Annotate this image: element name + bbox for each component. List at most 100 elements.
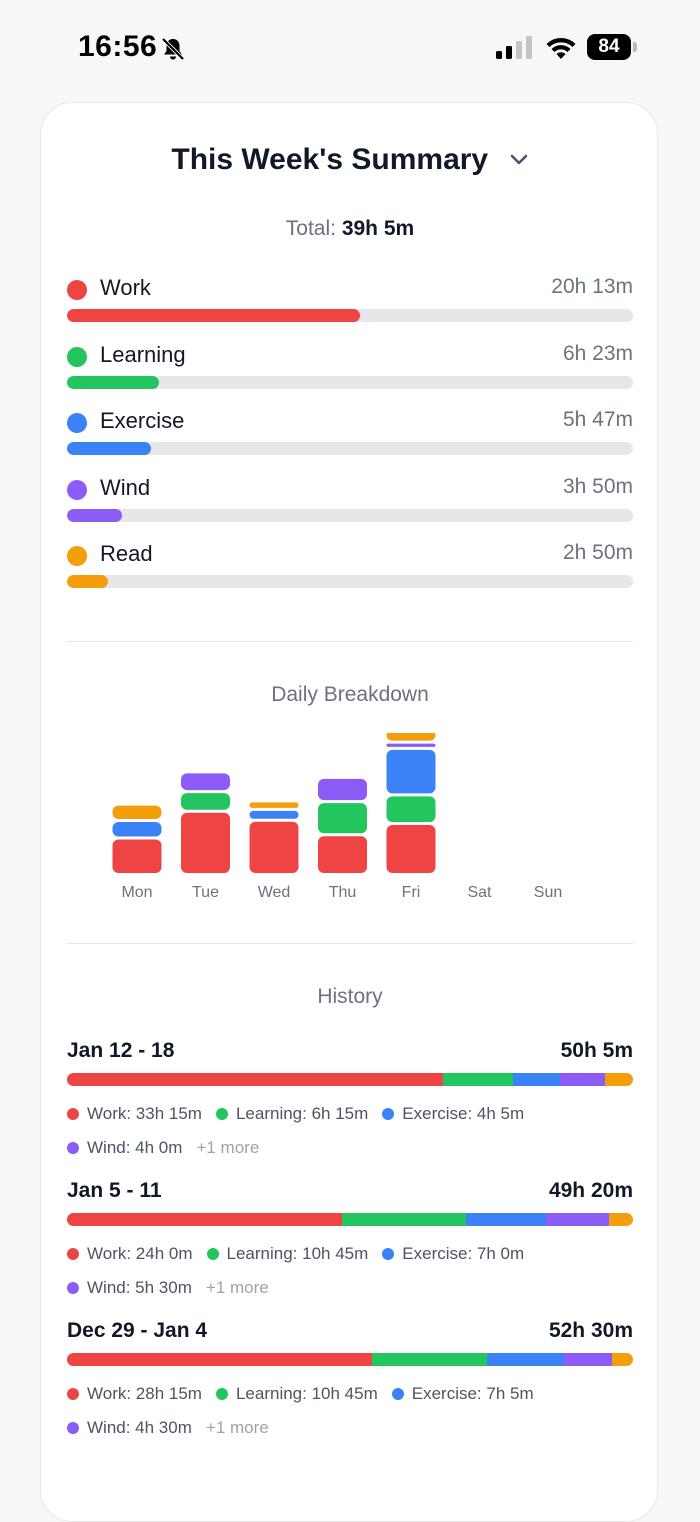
bar-segment-work-tue	[181, 812, 230, 873]
category-progress-track	[67, 508, 633, 522]
legend-item: Learning: 10h 45m	[215, 1377, 378, 1411]
bar-segment-wind-fri	[386, 743, 436, 747]
bar-segment-work-mon	[112, 839, 162, 873]
category-row[interactable]: Read 2h 50m	[67, 537, 633, 593]
week-distribution-bar	[67, 1213, 633, 1226]
legend-item: Work: 28h 15m	[67, 1377, 202, 1411]
category-progress-fill	[67, 442, 151, 455]
legend-item: Exercise: 7h 5m	[391, 1377, 534, 1411]
total-time: Total: 39h 5m	[41, 217, 657, 241]
category-color-dot	[67, 346, 87, 367]
week-distribution-bar	[67, 1353, 633, 1366]
wifi-icon	[546, 37, 576, 59]
legend-dot	[67, 1248, 79, 1260]
category-progress-fill	[67, 575, 108, 588]
bar-segment-learning-thu	[318, 803, 367, 834]
legend-item: Work: 33h 15m	[67, 1097, 202, 1131]
segment-read	[604, 1073, 633, 1086]
week-total: 50h 5m	[560, 1039, 633, 1062]
segment-wind	[563, 1353, 613, 1366]
week-legend: Work: 33h 15m Learning: 6h 15m Exercise: 4…	[67, 1097, 633, 1165]
week-range: Dec 29 - Jan 4	[67, 1319, 208, 1342]
daily-breakdown-title: Daily Breakdown	[271, 683, 429, 706]
bar-segment-learning-tue	[181, 793, 230, 810]
bar-segment-exercise-fri	[386, 749, 436, 794]
legend-text: Wind: 4h 0m	[87, 1138, 183, 1157]
category-row[interactable]: Wind 3h 50m	[67, 471, 633, 527]
category-duration: 20h 13m	[551, 275, 633, 298]
chevron-down-icon[interactable]	[509, 153, 529, 167]
legend-item: Exercise: 7h 0m	[382, 1237, 524, 1271]
category-name: Read	[100, 541, 153, 566]
bar-segment-read-mon	[112, 805, 162, 820]
x-tick-label: Wed	[258, 884, 291, 901]
summary-card: This Week's Summary Total: 39h 5m Work 20…	[40, 102, 658, 1522]
category-row[interactable]: Work 20h 13m	[67, 271, 633, 327]
history-week[interactable]: Dec 29 - Jan 4 52h 30m Work: 28h 15m Learni…	[67, 1319, 633, 1459]
total-label: Total:	[285, 217, 336, 240]
category-color-dot	[67, 280, 87, 300]
bar-segment-read-fri	[386, 733, 436, 741]
category-row[interactable]: Learning 6h 23m	[67, 338, 633, 394]
legend-dot	[67, 1282, 79, 1294]
more-link[interactable]: +1 more	[196, 1138, 260, 1157]
week-legend: Work: 24h 0m Learning: 10h 45m Exercise: 7…	[67, 1237, 633, 1305]
bar-segment-exercise-wed	[249, 810, 299, 819]
legend-item: Wind: 4h 0m	[67, 1131, 182, 1165]
history-week[interactable]: Jan 5 - 11 49h 20m Work: 24h 0m Learning: 1…	[67, 1179, 633, 1319]
week-range: Jan 5 - 11	[67, 1179, 162, 1202]
category-progress-fill	[67, 508, 123, 522]
legend-item: Wind: 4h 30m	[67, 1411, 192, 1445]
legend-dot	[206, 1248, 219, 1260]
period-selector[interactable]: This Week's Summary	[41, 143, 657, 183]
x-tick-label: Sun	[534, 884, 562, 901]
category-color-dot	[67, 546, 87, 566]
legend-text: Wind: 4h 30m	[87, 1418, 192, 1437]
legend-dot	[382, 1248, 395, 1260]
status-time: 16:56	[78, 30, 158, 63]
legend-text: Work: 28h 15m	[87, 1384, 202, 1403]
segment-learning	[371, 1353, 488, 1366]
segment-read	[609, 1213, 633, 1226]
x-tick-label: Thu	[329, 884, 357, 901]
legend-item: Learning: 10h 45m	[206, 1237, 368, 1271]
week-distribution-bar	[67, 1073, 633, 1086]
history-title: History	[317, 985, 383, 1008]
segment-learning	[342, 1213, 466, 1226]
segment-exercise	[487, 1353, 564, 1366]
x-tick-label: Tue	[192, 884, 219, 901]
category-name: Learning	[100, 341, 186, 367]
legend-dot	[67, 1422, 79, 1434]
legend-item: Work: 24h 0m	[67, 1237, 193, 1271]
history-week[interactable]: Jan 12 - 18 50h 5m Work: 33h 15m Learning: …	[67, 1039, 633, 1179]
more-link[interactable]: +1 more	[205, 1278, 269, 1297]
category-duration: 3h 50m	[562, 474, 633, 498]
legend-item: Exercise: 4h 5m	[382, 1097, 524, 1131]
status-bar: 16:56 84	[0, 0, 700, 96]
segment-read	[612, 1353, 633, 1366]
more-link[interactable]: +1 more	[205, 1418, 269, 1437]
segment-work	[67, 1073, 443, 1086]
legend-text: Learning: 6h 15m	[235, 1104, 369, 1123]
bar-segment-wind-tue	[181, 773, 230, 791]
category-name: Exercise	[100, 408, 185, 433]
battery-tip	[633, 42, 637, 52]
legend-dot	[67, 1142, 79, 1154]
category-progress-fill	[67, 309, 360, 322]
segment-work	[67, 1213, 343, 1226]
category-color-dot	[67, 479, 87, 500]
category-progress-track	[67, 442, 633, 455]
bar-segment-exercise-mon	[112, 822, 162, 837]
divider	[67, 943, 633, 944]
category-row[interactable]: Exercise 5h 47m	[67, 404, 633, 460]
segment-wind	[559, 1073, 605, 1086]
legend-text: Learning: 10h 45m	[235, 1384, 378, 1403]
week-range: Jan 12 - 18	[67, 1039, 175, 1062]
divider	[67, 641, 633, 642]
legend-text: Exercise: 7h 0m	[402, 1244, 525, 1263]
legend-text: Wind: 5h 30m	[87, 1278, 192, 1297]
bar-segment-learning-fri	[386, 796, 436, 823]
cellular-signal-icon	[496, 36, 532, 59]
category-progress-track	[67, 575, 633, 588]
category-progress-track	[67, 375, 633, 389]
